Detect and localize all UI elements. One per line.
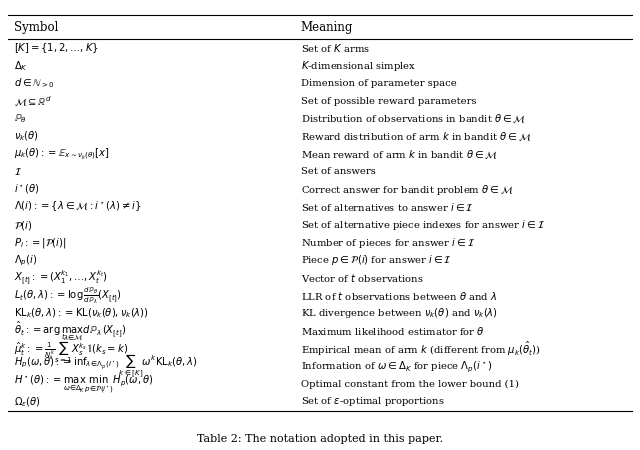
Text: Distribution of observations in bandit $\theta \in \mathcal{M}$: Distribution of observations in bandit $… <box>301 112 526 125</box>
Text: $\mathrm{KL}_k(\theta, \lambda) := \mathrm{KL}(\nu_k(\theta), \nu_k(\lambda))$: $\mathrm{KL}_k(\theta, \lambda) := \math… <box>14 306 149 320</box>
Text: $X_{[t]} := (X_1^{k_1}, \ldots, X_t^{k_t})$: $X_{[t]} := (X_1^{k_1}, \ldots, X_t^{k_t… <box>14 269 108 288</box>
Text: Piece $p \in \mathcal{P}(i)$ for answer $i \in \mathcal{I}$: Piece $p \in \mathcal{P}(i)$ for answer … <box>301 253 452 267</box>
Text: $i^\star(\theta)$: $i^\star(\theta)$ <box>14 183 40 196</box>
Text: $K$-dimensional simplex: $K$-dimensional simplex <box>301 59 416 73</box>
Text: Maximum likelihood estimator for $\theta$: Maximum likelihood estimator for $\theta… <box>301 325 484 337</box>
Text: $\mu_k(\theta) := \mathbb{E}_{x \sim \nu_k(\theta)}[x]$: $\mu_k(\theta) := \mathbb{E}_{x \sim \nu… <box>14 147 109 162</box>
Text: Number of pieces for answer $i \in \mathcal{I}$: Number of pieces for answer $i \in \math… <box>301 236 475 250</box>
Text: Empirical mean of arm $k$ (different from $\mu_k(\hat{\theta}_t)$): Empirical mean of arm $k$ (different fro… <box>301 340 541 358</box>
Text: Information of $\omega \in \Delta_K$ for piece $\Lambda_p(i^\star)$: Information of $\omega \in \Delta_K$ for… <box>301 359 493 374</box>
Text: $L_t(\theta, \lambda) := \log \frac{d\mathbb{P}_\theta}{d\mathbb{P}_\lambda}(X_{: $L_t(\theta, \lambda) := \log \frac{d\ma… <box>14 285 122 306</box>
Text: $d \in \mathbb{N}_{>0}$: $d \in \mathbb{N}_{>0}$ <box>14 76 55 90</box>
Text: Correct answer for bandit problem $\theta \in \mathcal{M}$: Correct answer for bandit problem $\thet… <box>301 183 513 197</box>
Text: Set of $K$ arms: Set of $K$ arms <box>301 42 370 54</box>
Text: Optimal constant from the lower bound (1): Optimal constant from the lower bound (1… <box>301 379 519 389</box>
Text: Symbol: Symbol <box>14 21 58 34</box>
Text: Table 2: The notation adopted in this paper.: Table 2: The notation adopted in this pa… <box>197 434 443 444</box>
Text: $H_p(\omega, \theta) := \inf_{\lambda \in \Lambda_p(i^\star)} \sum_{k \in [K]} \: $H_p(\omega, \theta) := \inf_{\lambda \i… <box>14 353 198 380</box>
Text: $\Lambda(i) := \{\lambda \in \mathcal{M} : i^\star(\lambda) \neq i\}$: $\Lambda(i) := \{\lambda \in \mathcal{M}… <box>14 200 142 215</box>
Text: $\mathcal{I}$: $\mathcal{I}$ <box>14 166 22 177</box>
Text: $\hat{\mu}_t^k := \frac{1}{N_t^k} \sum_{s=1}^t X_s^{k_s} \mathbb{1}(k_s = k)$: $\hat{\mu}_t^k := \frac{1}{N_t^k} \sum_{… <box>14 332 129 365</box>
Text: LLR of $t$ observations between $\theta$ and $\lambda$: LLR of $t$ observations between $\theta$… <box>301 290 497 302</box>
Text: Mean reward of arm $k$ in bandit $\theta \in \mathcal{M}$: Mean reward of arm $k$ in bandit $\theta… <box>301 148 498 161</box>
Text: Set of $\epsilon$-optimal proportions: Set of $\epsilon$-optimal proportions <box>301 395 445 408</box>
Text: Set of alternatives to answer $i \in \mathcal{I}$: Set of alternatives to answer $i \in \ma… <box>301 201 474 213</box>
Text: $\Omega_\epsilon(\theta)$: $\Omega_\epsilon(\theta)$ <box>14 395 41 409</box>
Text: Set of alternative piece indexes for answer $i \in \mathcal{I}$: Set of alternative piece indexes for ans… <box>301 218 545 232</box>
Text: Set of answers: Set of answers <box>301 167 376 176</box>
Text: $\Delta_K$: $\Delta_K$ <box>14 59 28 73</box>
Text: $[K] = \{1, 2, \ldots, K\}$: $[K] = \{1, 2, \ldots, K\}$ <box>14 41 99 55</box>
Text: $\mathcal{M} \subseteq \mathbb{R}^d$: $\mathcal{M} \subseteq \mathbb{R}^d$ <box>14 94 52 108</box>
Text: KL divergence between $\nu_k(\theta)$ and $\nu_k(\lambda)$: KL divergence between $\nu_k(\theta)$ an… <box>301 306 498 320</box>
Text: $\mathcal{P}(i)$: $\mathcal{P}(i)$ <box>14 219 33 231</box>
Text: $P_i := |\mathcal{P}(i)|$: $P_i := |\mathcal{P}(i)|$ <box>14 236 67 250</box>
Text: $H^\star(\theta) := \max_{\omega \in \Delta_K} \min_{p \in \mathcal{P}(i^\star)}: $H^\star(\theta) := \max_{\omega \in \De… <box>14 373 154 395</box>
Text: $\hat{\theta}_t := \arg\max_{\lambda \in \mathcal{M}} d\mathbb{P}_\lambda(X_{[t]: $\hat{\theta}_t := \arg\max_{\lambda \in… <box>14 320 127 342</box>
Text: Meaning: Meaning <box>301 21 353 34</box>
Text: $\mathbb{P}_\theta$: $\mathbb{P}_\theta$ <box>14 112 27 126</box>
Text: Vector of $t$ observations: Vector of $t$ observations <box>301 272 424 284</box>
Text: Reward distribution of arm $k$ in bandit $\theta \in \mathcal{M}$: Reward distribution of arm $k$ in bandit… <box>301 130 531 143</box>
Text: Set of possible reward parameters: Set of possible reward parameters <box>301 97 476 106</box>
Text: $\Lambda_p(i)$: $\Lambda_p(i)$ <box>14 253 38 268</box>
Text: Dimension of parameter space: Dimension of parameter space <box>301 79 456 88</box>
Text: $\nu_k(\theta)$: $\nu_k(\theta)$ <box>14 130 39 144</box>
